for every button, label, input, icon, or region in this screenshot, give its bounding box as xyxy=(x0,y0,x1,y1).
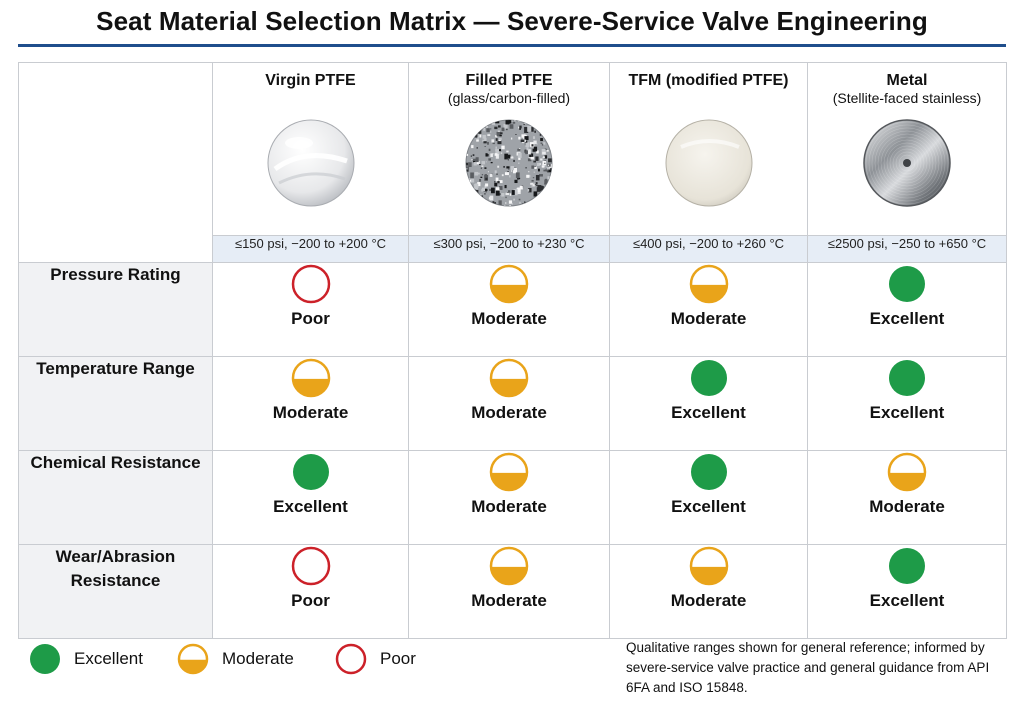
rating-label: Moderate xyxy=(869,497,945,516)
material-name: Metal xyxy=(886,72,928,89)
rating-label: Excellent xyxy=(273,497,348,516)
tfm-swatch xyxy=(665,119,752,207)
legend-label: Excellent xyxy=(74,649,143,668)
legend-label: Poor xyxy=(380,649,416,668)
filled-circle-icon xyxy=(889,266,925,302)
empty-circle-icon xyxy=(291,264,330,304)
filled-circle-icon xyxy=(690,454,727,490)
legend-label: Moderate xyxy=(222,649,294,668)
rating-label: Excellent xyxy=(671,403,746,422)
half-filled-circle-icon xyxy=(689,546,728,586)
rating-label: Moderate xyxy=(670,591,747,610)
criterion-row: Chemical Resistance Excellent Moderate Exce… xyxy=(18,450,1007,545)
rating-cell: Moderate xyxy=(408,356,610,451)
rating-label: Moderate xyxy=(471,309,547,328)
material-header-4: Metal (Stellite-faced stainless) xyxy=(807,62,1007,236)
half-filled-circle-icon xyxy=(291,358,330,398)
criterion-label: Chemical Resistance xyxy=(18,450,213,545)
filled-circle-icon xyxy=(889,548,925,584)
corner-cell xyxy=(18,62,213,263)
rating-cell: Excellent xyxy=(609,356,808,451)
material-subtitle: (Stellite-faced stainless) xyxy=(832,90,982,106)
footnote: Qualitative ranges shown for general ref… xyxy=(626,640,990,695)
half-filled-circle-icon xyxy=(489,452,529,492)
rating-cell: Excellent xyxy=(807,356,1007,451)
rating-label: Moderate xyxy=(272,403,349,422)
half-filled-circle-icon xyxy=(887,452,927,492)
rating-label: Moderate xyxy=(670,309,747,328)
empty-circle-icon xyxy=(335,643,367,675)
rating-cell: Excellent xyxy=(212,450,409,545)
filled-circle-icon xyxy=(30,644,60,674)
operating-range-row: ≤150 psi, −200 to +200 °C ≤300 psi, −200 … xyxy=(19,235,1007,263)
criterion-label: Pressure Rating xyxy=(18,262,213,357)
rating-cell: Excellent xyxy=(807,262,1007,357)
rating-cell: Moderate xyxy=(408,544,610,639)
operating-range: ≤300 psi, −200 to +230 °C xyxy=(408,235,610,263)
half-filled-circle-icon xyxy=(689,264,728,304)
virgin-ptfe-swatch xyxy=(267,119,354,207)
rating-cell: Poor xyxy=(212,262,409,357)
criterion-row: Temperature Range Moderate Moderate Excelle… xyxy=(18,356,1007,451)
rating-label: Excellent xyxy=(869,403,945,422)
material-header-1: Virgin PTFE xyxy=(212,62,409,236)
rating-cell: Moderate xyxy=(609,544,808,639)
rating-label: Poor xyxy=(291,591,330,610)
filled-ptfe-swatch xyxy=(465,119,553,207)
rating-cell: Moderate xyxy=(408,262,610,357)
rating-label: Excellent xyxy=(869,309,945,328)
rating-cell: Poor xyxy=(212,544,409,639)
criterion-row: Wear/Abrasion Resistance Poor Moderate Mode… xyxy=(18,544,1007,639)
material-name: TFM (modified PTFE) xyxy=(628,72,789,89)
material-header-row: Virgin PTFE Filled PTFE (glass/carbon-fill… xyxy=(18,62,1007,263)
half-filled-circle-icon xyxy=(489,358,529,398)
filled-circle-icon xyxy=(292,454,329,490)
material-name: Virgin PTFE xyxy=(265,72,356,89)
criterion-label: Temperature Range xyxy=(18,356,213,451)
rating-cell: Moderate xyxy=(408,450,610,545)
criterion-row: Pressure Rating Poor Moderate Moderate Excel… xyxy=(18,262,1007,357)
material-subtitle: (glass/carbon-filled) xyxy=(447,90,571,106)
operating-range: ≤400 psi, −200 to +260 °C xyxy=(609,235,808,263)
rating-cell: Moderate xyxy=(212,356,409,451)
page-title: Seat Material Selection Matrix — Severe-… xyxy=(96,6,928,36)
selection-matrix: Virgin PTFE Filled PTFE (glass/carbon-fill… xyxy=(18,62,1007,639)
empty-circle-icon xyxy=(291,546,330,586)
legend: Excellent Moderate Poor xyxy=(28,642,588,676)
half-filled-circle-icon xyxy=(177,643,209,675)
operating-range: ≤150 psi, −200 to +200 °C xyxy=(212,235,409,263)
material-name: Filled PTFE xyxy=(465,72,553,89)
rating-label: Poor xyxy=(291,309,330,328)
filled-circle-icon xyxy=(889,360,925,396)
rating-label: Moderate xyxy=(471,591,547,610)
rating-cell: Excellent xyxy=(807,544,1007,639)
rating-label: Moderate xyxy=(471,403,547,422)
rating-cell: Excellent xyxy=(609,450,808,545)
metal-swatch xyxy=(863,119,951,207)
half-filled-circle-icon xyxy=(489,264,529,304)
criterion-label: Wear/Abrasion Resistance xyxy=(18,544,213,639)
material-header-2: Filled PTFE (glass/carbon-filled) xyxy=(408,62,610,236)
rating-cell: Moderate xyxy=(807,450,1007,545)
rating-cell: Moderate xyxy=(609,262,808,357)
title-divider xyxy=(18,44,1006,47)
half-filled-circle-icon xyxy=(489,546,529,586)
material-header-3: TFM (modified PTFE) xyxy=(609,62,808,236)
rating-label: Excellent xyxy=(869,591,945,610)
operating-range: ≤2500 psi, −250 to +650 °C xyxy=(807,235,1007,263)
filled-circle-icon xyxy=(690,360,727,396)
rating-label: Excellent xyxy=(671,497,746,516)
rating-label: Moderate xyxy=(471,497,547,516)
